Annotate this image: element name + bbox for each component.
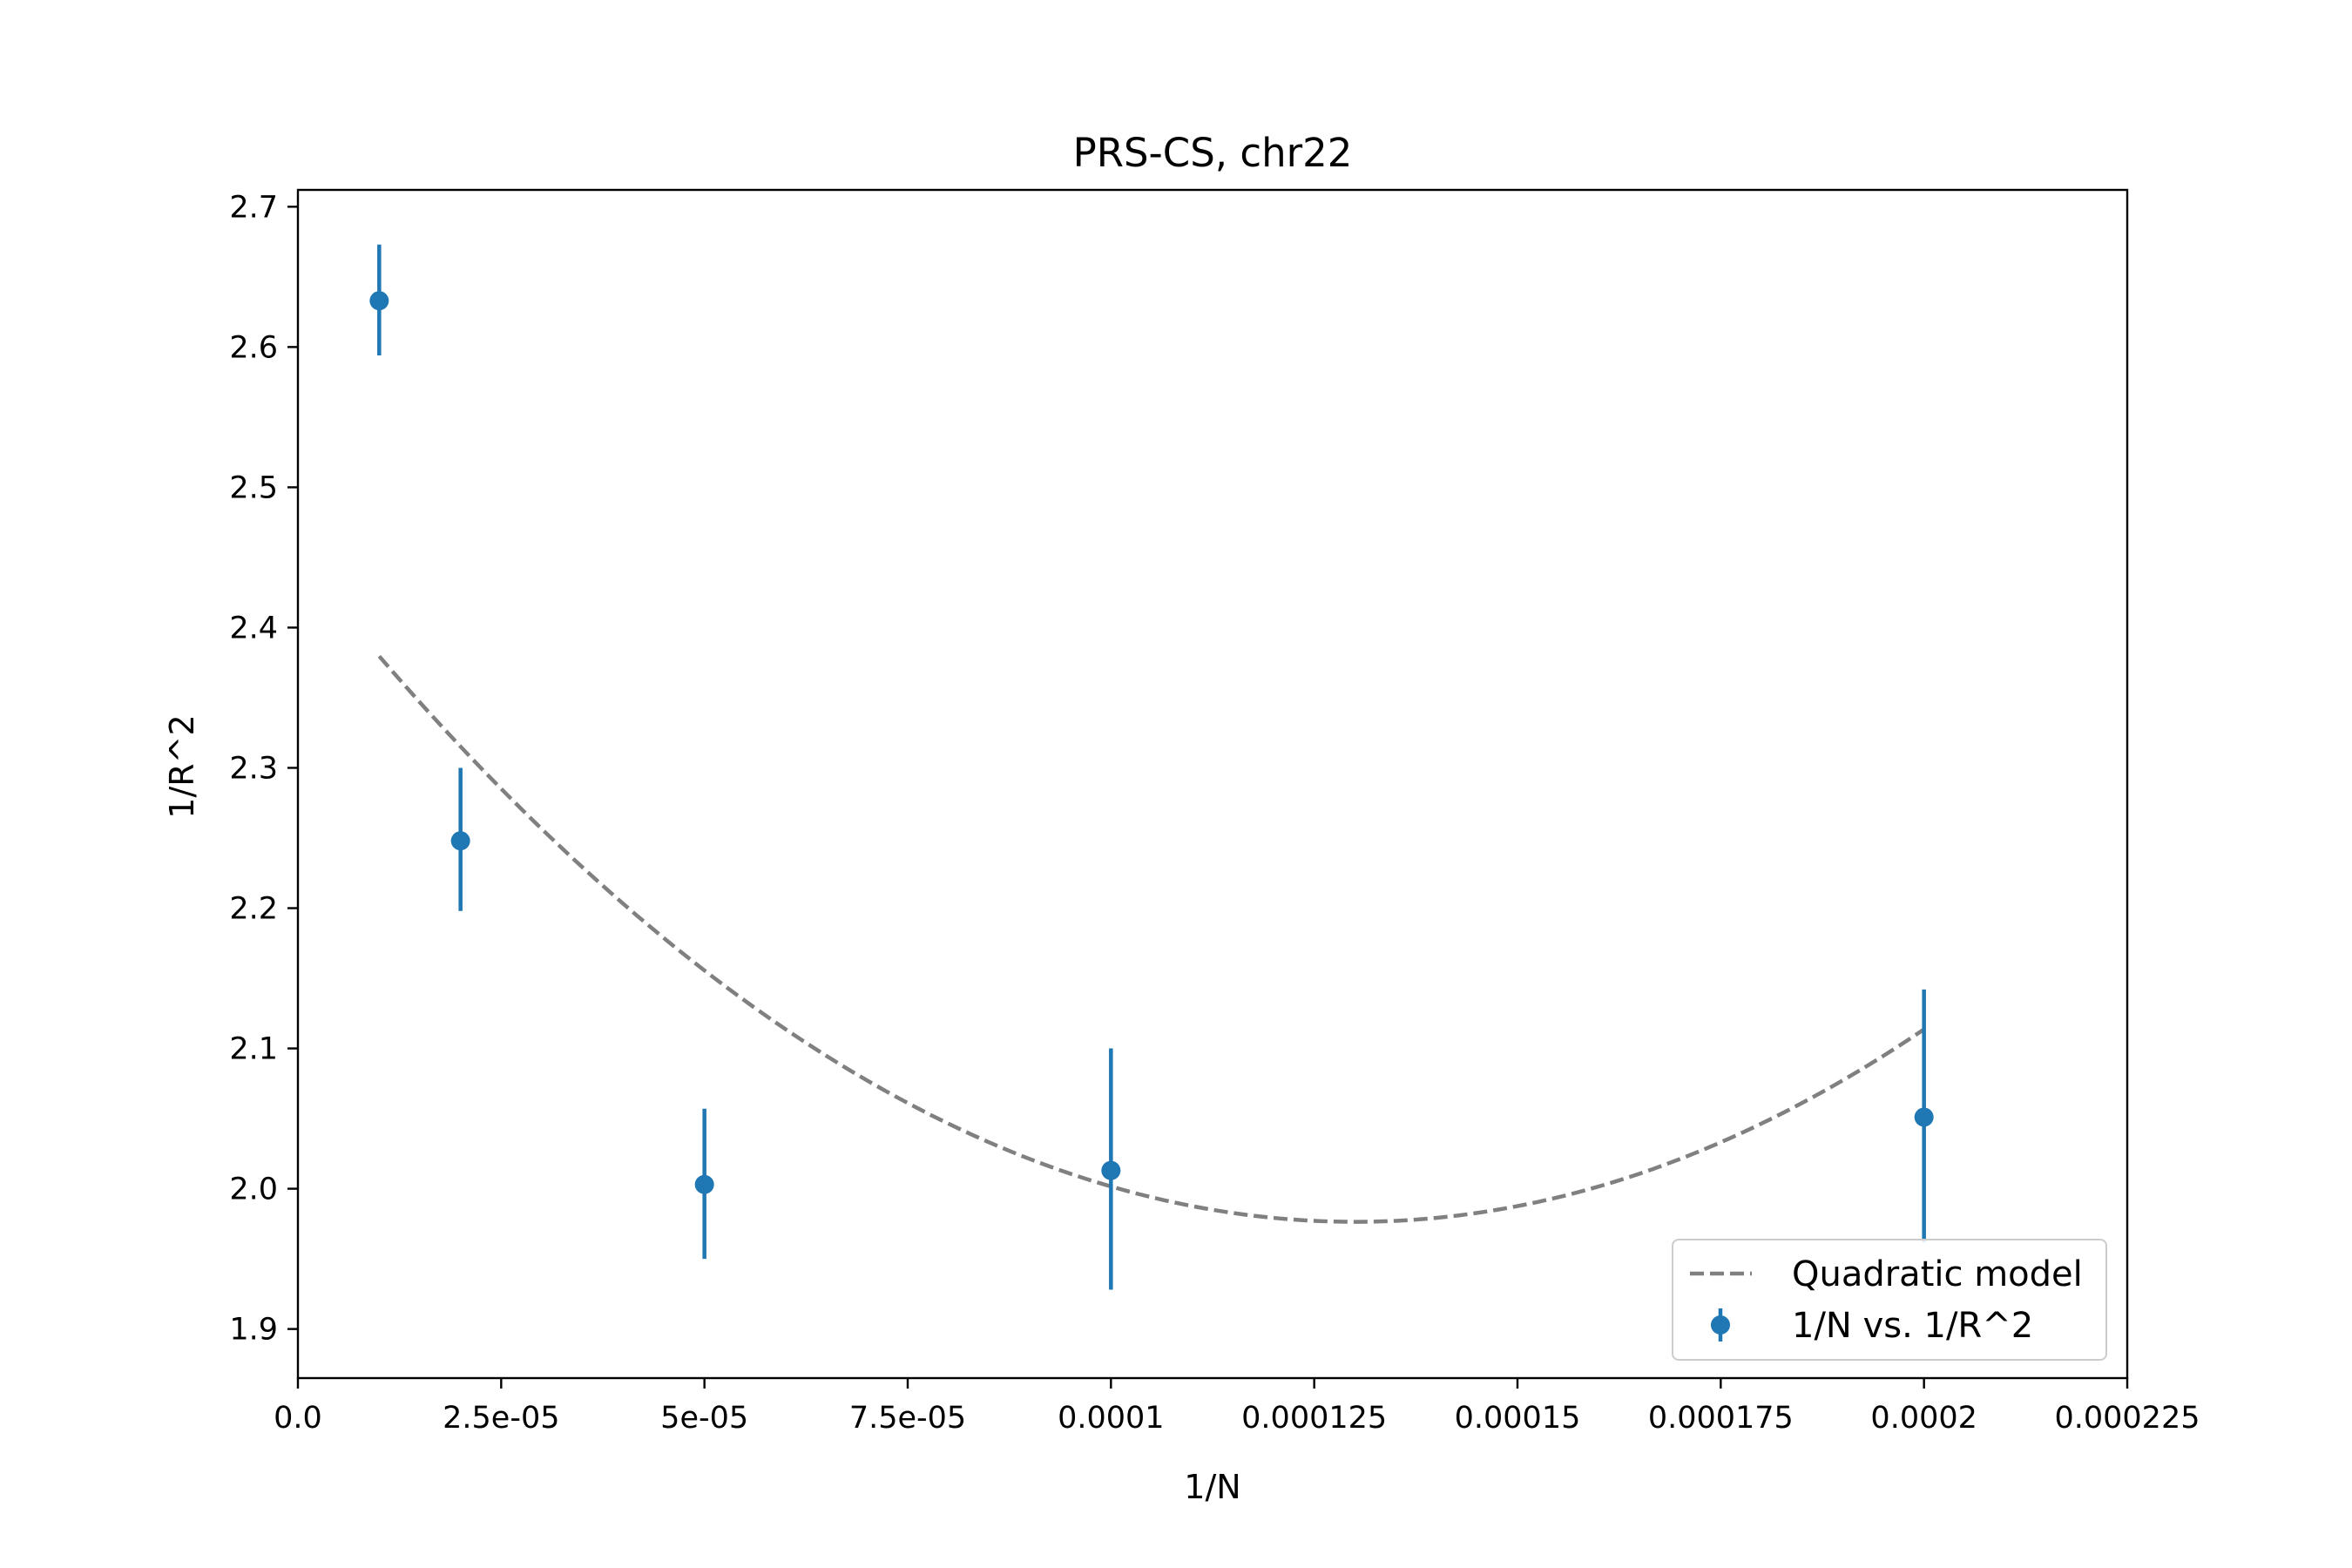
chart-title: PRS-CS, chr22 (1073, 130, 1353, 176)
y-tick-label: 2.6 (229, 330, 278, 365)
data-point (450, 831, 470, 851)
x-tick-label: 0.00015 (1455, 1401, 1581, 1436)
legend-box (1672, 1239, 2107, 1361)
data-point (694, 1174, 714, 1194)
x-tick-label: 0.0001 (1058, 1401, 1164, 1436)
legend-label-points: 1/N vs. 1/R^2 (1792, 1306, 2033, 1346)
y-tick-label: 2.7 (229, 190, 278, 225)
x-axis-label: 1/N (1184, 1468, 1240, 1506)
x-tick-label: 0.0002 (1870, 1401, 1977, 1436)
plot-area (369, 244, 1934, 1290)
data-point (369, 291, 389, 311)
y-tick-label: 2.0 (229, 1173, 278, 1207)
quadratic-model-line (377, 654, 1925, 1224)
x-tick-label: 0.000175 (1648, 1401, 1794, 1436)
x-axis: 0.0 2.5e-05 5e-05 7.5e-05 0.0001 0.000125 0.00… (274, 1378, 2200, 1436)
x-tick-label: 0.0 (274, 1401, 322, 1436)
x-tick-label: 0.000225 (2054, 1401, 2200, 1436)
y-tick-label: 2.5 (229, 470, 278, 505)
legend: Quadratic model 1/N vs. 1/R^2 (1672, 1239, 2107, 1361)
y-tick-label: 2.1 (229, 1032, 278, 1067)
x-tick-label: 7.5e-05 (849, 1401, 966, 1436)
x-tick-label: 0.000125 (1241, 1401, 1387, 1436)
legend-label-line: Quadratic model (1792, 1254, 2083, 1294)
plot-frame (296, 188, 2129, 1380)
y-tick-label: 2.2 (229, 892, 278, 927)
data-point (1914, 1107, 1934, 1127)
y-axis: 1.9 2.0 2.1 2.2 2.3 2.4 2.5 2.6 2.7 (229, 190, 298, 1348)
y-tick-label: 2.4 (229, 611, 278, 645)
y-tick-label: 1.9 (229, 1313, 278, 1348)
x-tick-label: 5e-05 (660, 1401, 748, 1436)
y-tick-label: 2.3 (229, 751, 278, 786)
x-tick-label: 2.5e-05 (443, 1401, 559, 1436)
y-axis-label: 1/R^2 (163, 714, 201, 818)
legend-marker-sample (1711, 1315, 1730, 1335)
data-point (1101, 1160, 1121, 1180)
